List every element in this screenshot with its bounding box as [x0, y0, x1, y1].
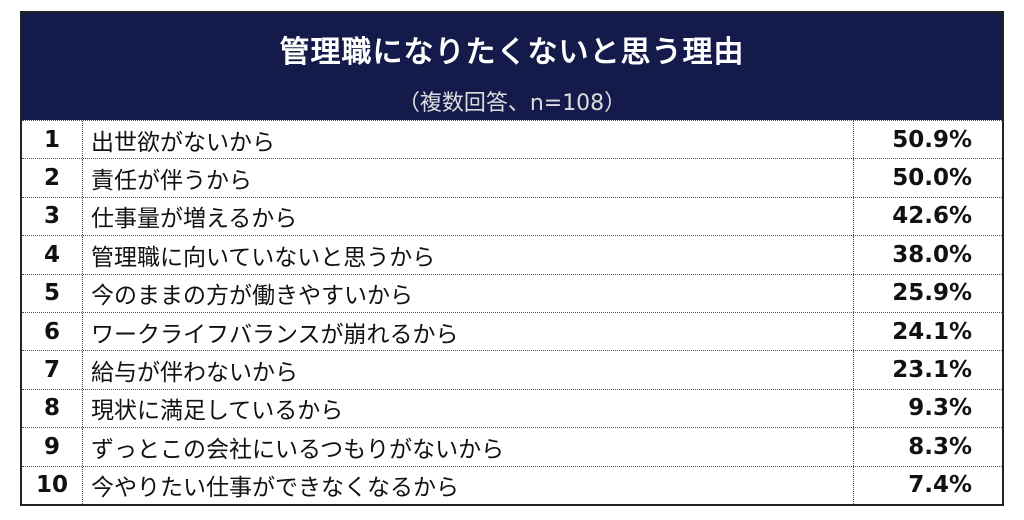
rank-cell: 3 [22, 197, 83, 236]
reason-cell: 現状に満足しているから [83, 389, 854, 428]
rank-cell: 1 [22, 121, 83, 159]
table-row: 5 今のままの方が働きやすいから 25.9% [22, 273, 1002, 312]
rank-cell: 8 [22, 389, 83, 428]
table-row: 4 管理職に向いていないと思うから 38.0% [22, 235, 1002, 274]
percent-cell: 24.1% [892, 318, 972, 345]
reason-cell: ずっとこの会社にいるつもりがないから [83, 428, 854, 466]
table-row: 6 ワークライフバランスが崩れるから 24.1% [22, 311, 1002, 351]
percent-cell: 9.3% [908, 395, 972, 422]
rank-cell: 9 [22, 428, 83, 466]
table-row: 2 責任が伴うから 50.0% [22, 158, 1002, 197]
reason-cell: 責任が伴うから [83, 159, 854, 197]
reason-cell: 出世欲がないから [83, 121, 854, 159]
table-title: 管理職になりたくないと思う理由 [279, 35, 745, 70]
percent-cell: 25.9% [892, 280, 972, 307]
reason-cell: ワークライフバランスが崩れるから [83, 312, 854, 351]
table-subtitle: （複数回答、n=108） [397, 91, 627, 116]
table-row: 9 ずっとこの会社にいるつもりがないから 8.3% [22, 427, 1002, 466]
percent-cell: 50.0% [892, 165, 972, 192]
percent-cell: 42.6% [892, 203, 972, 230]
percent-cell: 23.1% [892, 357, 972, 384]
reason-cell: 給与が伴わないから [83, 351, 854, 389]
percent-cell: 7.4% [908, 472, 972, 499]
percent-cell: 50.9% [892, 126, 972, 153]
rank-cell: 5 [22, 274, 83, 312]
percent-cell: 38.0% [892, 241, 972, 268]
percent-cell: 8.3% [908, 433, 972, 460]
table-row: 3 仕事量が増えるから 42.6% [22, 196, 1002, 236]
reason-cell: 今やりたい仕事ができなくなるから [83, 466, 854, 504]
rank-cell: 10 [22, 466, 83, 504]
table-row: 10 今やりたい仕事ができなくなるから 7.4% [22, 465, 1002, 504]
rank-cell: 2 [22, 159, 83, 197]
table-row: 7 給与が伴わないから 23.1% [22, 350, 1002, 389]
reason-cell: 管理職に向いていないと思うから [83, 236, 854, 274]
table-header: 管理職になりたくないと思う理由 （複数回答、n=108） [22, 13, 1002, 120]
table-row: 1 出世欲がないから 50.9% [22, 120, 1002, 159]
rank-cell: 6 [22, 312, 83, 351]
rank-cell: 7 [22, 351, 83, 389]
reasons-table: 管理職になりたくないと思う理由 （複数回答、n=108） 1 出世欲がないから 50… [20, 11, 1004, 506]
table-row: 8 現状に満足しているから 9.3% [22, 388, 1002, 428]
reason-cell: 今のままの方が働きやすいから [83, 274, 854, 312]
rank-cell: 4 [22, 236, 83, 274]
reason-cell: 仕事量が増えるから [83, 197, 854, 236]
